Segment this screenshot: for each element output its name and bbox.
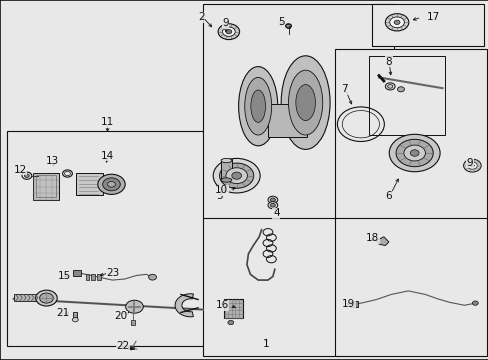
Circle shape [218, 24, 239, 40]
Circle shape [409, 150, 418, 156]
Bar [14, 294, 41, 301]
Circle shape [467, 162, 476, 169]
Text: 20: 20 [115, 311, 127, 321]
Bar [203, 218, 339, 356]
Bar [33, 173, 59, 200]
Circle shape [98, 174, 125, 194]
Bar [91, 274, 95, 280]
Text: 9: 9 [222, 18, 228, 28]
Circle shape [213, 158, 260, 193]
Circle shape [393, 20, 399, 24]
Bar [371, 4, 483, 46]
Text: 10: 10 [215, 185, 228, 195]
Bar [221, 159, 231, 179]
Ellipse shape [221, 158, 231, 163]
Circle shape [270, 203, 275, 207]
Bar [334, 49, 486, 254]
Ellipse shape [238, 67, 277, 146]
Circle shape [389, 17, 404, 28]
Bar [334, 218, 486, 356]
Circle shape [267, 202, 277, 209]
Circle shape [270, 198, 275, 202]
Circle shape [231, 172, 241, 179]
Circle shape [36, 290, 57, 306]
Circle shape [219, 163, 253, 188]
Bar [224, 299, 242, 318]
Text: 21: 21 [56, 308, 69, 318]
Bar [73, 312, 77, 320]
Circle shape [72, 318, 78, 322]
Circle shape [267, 196, 277, 203]
Circle shape [40, 293, 53, 303]
Bar [97, 274, 101, 280]
Circle shape [225, 168, 247, 184]
Circle shape [285, 24, 291, 28]
Text: 5: 5 [277, 17, 284, 27]
Bar [267, 104, 306, 137]
Circle shape [148, 274, 156, 280]
Circle shape [469, 164, 473, 167]
Bar [349, 301, 358, 307]
Bar [73, 270, 81, 276]
Bar [131, 320, 135, 325]
Text: 7: 7 [341, 84, 347, 94]
Text: 22: 22 [116, 341, 129, 351]
Circle shape [395, 139, 432, 167]
Text: 11: 11 [101, 117, 114, 127]
Text: 17: 17 [426, 12, 439, 22]
Circle shape [385, 14, 408, 31]
Circle shape [107, 181, 115, 187]
Text: 12: 12 [14, 165, 27, 175]
Text: 13: 13 [46, 156, 60, 166]
Ellipse shape [295, 85, 315, 121]
Circle shape [463, 159, 480, 172]
Text: 18: 18 [365, 233, 378, 243]
Bar [36, 175, 56, 197]
Bar [368, 56, 444, 135]
Circle shape [227, 320, 233, 325]
Circle shape [471, 301, 477, 305]
Text: 19: 19 [342, 299, 355, 309]
Text: 1: 1 [263, 339, 269, 349]
Ellipse shape [221, 178, 231, 182]
Text: 9: 9 [466, 158, 472, 168]
Circle shape [125, 300, 143, 313]
Text: 8: 8 [385, 57, 391, 67]
Ellipse shape [244, 77, 271, 135]
Circle shape [222, 27, 235, 36]
Ellipse shape [281, 56, 329, 149]
Circle shape [388, 134, 439, 172]
Text: 6: 6 [385, 191, 391, 201]
Ellipse shape [250, 90, 265, 122]
Text: 2: 2 [197, 12, 204, 22]
Circle shape [385, 83, 394, 90]
Wedge shape [175, 294, 193, 317]
Bar [85, 274, 89, 280]
Bar [203, 4, 393, 219]
Bar [76, 173, 102, 195]
Circle shape [102, 178, 120, 191]
Polygon shape [376, 237, 388, 246]
Text: 23: 23 [106, 268, 120, 278]
Ellipse shape [288, 70, 322, 135]
Text: 16: 16 [215, 300, 228, 310]
Text: 4: 4 [272, 208, 279, 218]
Text: 3: 3 [216, 191, 223, 201]
Circle shape [397, 87, 404, 92]
Text: 14: 14 [101, 150, 114, 161]
Circle shape [225, 30, 231, 34]
Circle shape [403, 145, 425, 161]
Circle shape [24, 174, 29, 177]
Text: 15: 15 [58, 271, 71, 282]
Bar [7, 131, 229, 346]
